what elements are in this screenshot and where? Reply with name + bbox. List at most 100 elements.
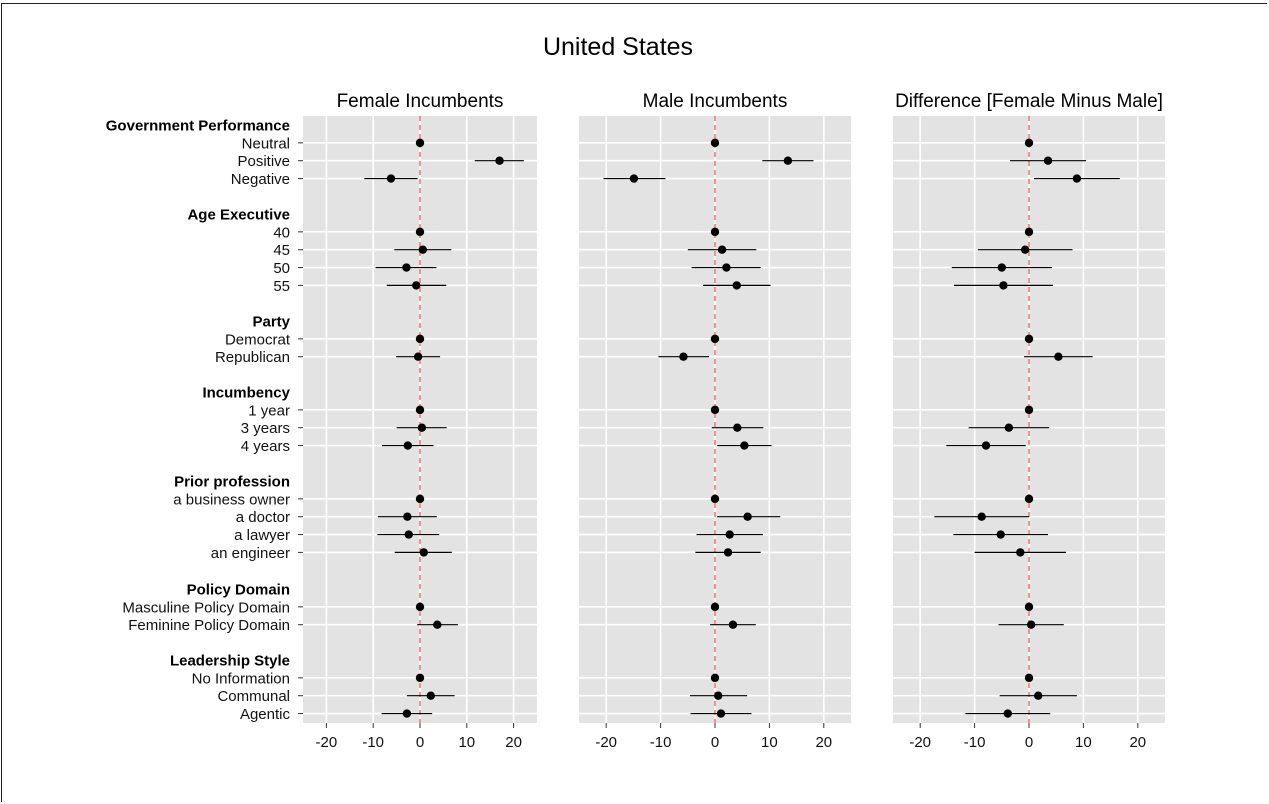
level-label: Negative	[231, 171, 290, 188]
point-estimate	[629, 174, 639, 183]
level-label: 45	[273, 242, 290, 259]
point-estimate	[714, 691, 723, 700]
panel-1: Female Incumbents -20 -10 0 10 20	[298, 91, 537, 751]
level-label: 50	[273, 260, 290, 277]
point-estimate	[717, 245, 727, 254]
point-estimate	[1024, 405, 1034, 415]
point-estimate	[1024, 138, 1034, 148]
point-estimate	[1072, 174, 1082, 183]
point-estimate	[981, 441, 991, 450]
point-estimate	[1016, 548, 1025, 557]
level-label: a lawyer	[234, 527, 290, 544]
point-estimate	[1024, 602, 1034, 612]
point-estimate	[999, 281, 1008, 290]
group-header: Age Executive	[187, 207, 290, 224]
point-estimate	[679, 352, 688, 361]
level-label: a business owner	[173, 491, 290, 508]
level-label: Neutral	[242, 135, 290, 152]
point-estimate	[710, 227, 720, 237]
point-estimate	[1026, 620, 1036, 629]
point-estimate	[728, 620, 738, 629]
level-label: 4 years	[241, 438, 290, 455]
panel-title: Female Incumbents	[337, 91, 504, 112]
point-estimate	[710, 673, 720, 683]
point-estimate	[415, 227, 425, 237]
point-estimate	[404, 530, 413, 539]
point-estimate	[415, 138, 425, 148]
x-tick-label: 0	[416, 734, 424, 751]
point-estimate	[403, 441, 413, 450]
x-tick-label: 0	[1025, 734, 1033, 751]
point-estimate	[732, 281, 741, 290]
point-estimate	[1043, 156, 1053, 165]
point-estimate	[418, 245, 428, 254]
point-estimate	[783, 156, 793, 165]
point-estimate	[1024, 334, 1034, 344]
x-tick-label: 0	[711, 734, 719, 751]
x-tick-label: 10	[761, 734, 778, 751]
level-label: Positive	[237, 153, 290, 170]
point-estimate	[1024, 227, 1034, 237]
point-estimate	[710, 334, 720, 344]
x-tick-label: 10	[458, 734, 475, 751]
point-estimate	[710, 405, 720, 415]
point-estimate	[433, 620, 442, 629]
point-estimate	[977, 512, 986, 521]
figure-frame	[1, 3, 1267, 802]
level-label: Republican	[215, 349, 290, 366]
level-label: No Information	[192, 670, 290, 687]
point-estimate	[716, 709, 726, 718]
panel-3: Difference [Female Minus Male] -20 -10 0 10 2…	[893, 91, 1165, 751]
x-tick-label: 10	[1075, 734, 1092, 751]
level-label: 40	[273, 224, 290, 241]
point-estimate	[417, 423, 427, 432]
point-estimate	[386, 174, 396, 183]
x-tick-label: -10	[650, 734, 672, 751]
point-estimate	[997, 263, 1006, 272]
level-label: Communal	[217, 688, 290, 705]
level-label: an engineer	[211, 545, 290, 562]
level-label: 1 year	[248, 402, 290, 419]
x-tick-label: 20	[1129, 734, 1146, 751]
group-header: Government Performance	[106, 118, 290, 135]
group-header: Policy Domain	[187, 582, 290, 599]
panel-title: Male Incumbents	[643, 91, 788, 112]
point-estimate	[710, 138, 720, 148]
group-header: Prior profession	[174, 474, 290, 491]
level-label: Feminine Policy Domain	[128, 617, 290, 634]
point-estimate	[1024, 673, 1034, 683]
level-label: 3 years	[241, 420, 290, 437]
panel-2: Male Incumbents -20 -10 0 10 20	[579, 91, 851, 751]
level-label: a doctor	[236, 509, 290, 526]
point-estimate	[415, 334, 425, 344]
x-tick-label: 20	[505, 734, 522, 751]
point-estimate	[1004, 423, 1014, 432]
point-estimate	[403, 512, 412, 521]
point-estimate	[733, 423, 742, 432]
level-label: 55	[273, 278, 290, 295]
point-estimate	[723, 548, 733, 557]
point-estimate	[710, 602, 720, 612]
level-label: Democrat	[225, 331, 291, 348]
point-estimate	[1024, 494, 1034, 504]
x-tick-label: -20	[909, 734, 931, 751]
point-estimate	[413, 352, 423, 361]
point-estimate	[402, 709, 412, 718]
x-tick-label: -10	[362, 734, 384, 751]
point-estimate	[402, 263, 411, 272]
point-estimate	[419, 548, 428, 557]
point-estimate	[1054, 352, 1063, 361]
point-estimate	[725, 530, 734, 539]
x-tick-label: 20	[815, 734, 832, 751]
point-estimate	[743, 512, 752, 521]
group-header: Leadership Style	[170, 653, 290, 670]
x-tick-label: -20	[595, 734, 617, 751]
group-header: Incumbency	[202, 385, 290, 402]
point-estimate	[415, 673, 425, 683]
x-tick-label: -10	[964, 734, 986, 751]
group-header: Party	[252, 314, 290, 331]
point-estimate	[1034, 691, 1043, 700]
